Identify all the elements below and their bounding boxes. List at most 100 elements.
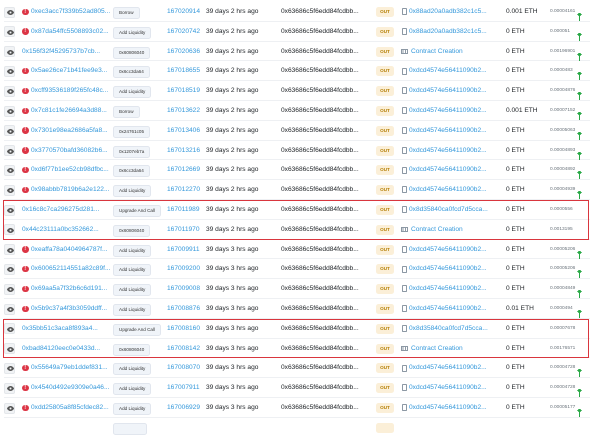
tx-hash-link[interactable]: 0xcff93536189f265fc48c... [31, 87, 109, 95]
view-details-button[interactable] [4, 145, 15, 157]
from-address[interactable]: 0x63686c5f6edd84fcdbb... [281, 126, 359, 134]
to-address-link[interactable]: 0xdcd4574e56411090b2... [409, 67, 487, 75]
from-address[interactable]: 0x63686c5f6edd84fcdbb... [281, 364, 359, 372]
tx-hash-link[interactable]: 0x98abbb7819b6a2e122... [31, 186, 110, 194]
from-address[interactable]: 0x63686c5f6edd84fcdbb... [281, 166, 359, 174]
tx-hash-link[interactable]: 0x7c81c1fe26694a3d88... [31, 107, 107, 114]
to-address-link[interactable]: 0x8d35840ca0fcd7d5cca... [409, 206, 488, 213]
to-address-link[interactable]: 0xdcd4574e56411090b2... [409, 404, 487, 411]
tx-hash-link[interactable]: 0x35bb51c3aca8f893a4... [22, 324, 98, 332]
view-details-button[interactable] [4, 244, 15, 256]
to-contract-creation-link[interactable]: Contract Creation [411, 47, 463, 55]
to-address-link[interactable]: 0x88ad20a0adb382c1c5... [409, 8, 487, 15]
from-address[interactable]: 0x63686c5f6edd84fcdbb... [281, 225, 359, 233]
block-link[interactable]: 167006929 [167, 404, 201, 411]
view-details-button[interactable] [4, 65, 15, 77]
view-details-button[interactable] [4, 184, 15, 196]
to-address-link[interactable]: 0xdcd4574e56411090b2... [409, 384, 487, 392]
block-link[interactable]: 167011970 [167, 225, 200, 233]
to-address-link[interactable]: 0x88ad20a0adb382c1c5... [409, 27, 487, 35]
tx-hash-link[interactable]: 0x600652114551a82c89f... [31, 265, 111, 273]
block-link[interactable]: 167008876 [167, 305, 201, 312]
block-link[interactable]: 167018519 [167, 87, 201, 95]
block-link[interactable]: 167008070 [167, 364, 201, 372]
from-address[interactable]: 0x63686c5f6edd84fcdbb... [281, 186, 359, 194]
view-details-button[interactable] [4, 323, 15, 335]
from-address[interactable]: 0x63686c5f6edd84fcdbb... [281, 265, 359, 273]
to-address-link[interactable]: 0xdcd4574e56411090b2... [409, 364, 487, 372]
view-details-button[interactable] [4, 303, 15, 315]
tx-hash-link[interactable]: 0x16c8c7ca296275d281... [22, 206, 100, 213]
tx-hash-link[interactable]: 0x3770570bafd36082b6... [31, 146, 108, 154]
view-details-button[interactable] [4, 362, 15, 374]
tx-hash-link[interactable]: 0xdd25805a8f85cfdec82... [31, 404, 109, 411]
block-link[interactable]: 167009911 [167, 245, 200, 253]
tx-hash-link[interactable]: 0x69aa5a7f32b6c6d191... [31, 285, 108, 293]
to-address-link[interactable]: 0xdcd4574e56411090b2... [409, 146, 487, 154]
tx-hash-link[interactable]: 0x87da54ffc5508893c02... [31, 27, 109, 35]
view-details-button[interactable] [4, 26, 15, 38]
from-address[interactable]: 0x63686c5f6edd84fcdbb... [281, 47, 359, 55]
from-address[interactable]: 0x63686c5f6edd84fcdbb... [281, 107, 359, 114]
block-link[interactable]: 167011989 [167, 206, 200, 213]
tx-hash-link[interactable]: 0xec3acc7f339b52ad805... [31, 8, 111, 15]
from-address[interactable]: 0x63686c5f6edd84fcdbb... [281, 27, 359, 35]
block-link[interactable]: 167007911 [167, 384, 200, 392]
tx-hash-link[interactable]: 0x156f32f45295737b7cb... [22, 47, 101, 55]
tx-hash-link[interactable]: 0xd6f77b1ee52cb98dfbc... [31, 166, 109, 174]
block-link[interactable]: 167012270 [167, 186, 201, 194]
from-address[interactable]: 0x63686c5f6edd84fcdbb... [281, 384, 359, 392]
from-address[interactable]: 0x63686c5f6edd84fcdbb... [281, 146, 359, 154]
tx-hash-link[interactable]: 0x7301e98ea2686a5fa8... [31, 126, 108, 134]
from-address[interactable]: 0x63686c5f6edd84fcdbb... [281, 404, 359, 411]
to-address-link[interactable]: 0xdcd4574e56411090b2... [409, 186, 487, 194]
view-details-button[interactable] [4, 46, 15, 58]
from-address[interactable]: 0x63686c5f6edd84fcdbb... [281, 245, 359, 253]
tx-hash-link[interactable]: 0x5ae26ce71b41fee9e3... [31, 67, 108, 75]
to-address-link[interactable]: 0xdcd4574e56411090b2... [409, 305, 487, 312]
tx-hash-link[interactable]: 0xbad84120eec0e0433d... [22, 344, 101, 352]
from-address[interactable]: 0x63686c5f6edd84fcdbb... [281, 87, 359, 95]
to-address-link[interactable]: 0xdcd4574e56411090b2... [409, 107, 487, 114]
view-details-button[interactable] [4, 343, 15, 355]
from-address[interactable]: 0x63686c5f6edd84fcdbb... [281, 305, 359, 312]
to-address-link[interactable]: 0xdcd4574e56411090b2... [409, 285, 487, 293]
tx-hash-link[interactable]: 0x44c23111a0bc352662... [22, 225, 99, 233]
tx-hash-link[interactable]: 0x4540d492e9309e0a46... [31, 384, 110, 392]
to-contract-creation-link[interactable]: Contract Creation [411, 344, 463, 352]
block-link[interactable]: 167013406 [167, 126, 201, 134]
block-link[interactable]: 167009200 [167, 265, 201, 273]
view-details-button[interactable] [4, 224, 15, 236]
to-address-link[interactable]: 0x8d35840ca0fcd7d5cca... [409, 324, 488, 332]
block-link[interactable]: 167013622 [167, 107, 201, 114]
block-link[interactable]: 167020742 [167, 27, 201, 35]
view-details-button[interactable] [4, 263, 15, 275]
view-details-button[interactable] [4, 164, 15, 176]
block-link[interactable]: 167020636 [167, 47, 201, 55]
to-address-link[interactable]: 0xdcd4574e56411090b2... [409, 126, 487, 134]
view-details-button[interactable] [4, 283, 15, 295]
view-details-button[interactable] [4, 105, 15, 117]
block-link[interactable]: 167008142 [167, 344, 201, 352]
block-link[interactable]: 167009008 [167, 285, 201, 293]
from-address[interactable]: 0x63686c5f6edd84fcdbb... [281, 206, 359, 213]
view-details-button[interactable] [4, 402, 15, 414]
block-link[interactable]: 167018655 [167, 67, 201, 75]
view-details-button[interactable] [4, 6, 15, 18]
to-address-link[interactable]: 0xdcd4574e56411090b2... [409, 87, 487, 95]
from-address[interactable]: 0x63686c5f6edd84fcdbb... [281, 344, 359, 352]
to-address-link[interactable]: 0xdcd4574e56411090b2... [409, 166, 487, 174]
block-link[interactable]: 167013216 [167, 146, 201, 154]
from-address[interactable]: 0x63686c5f6edd84fcdbb... [281, 8, 359, 15]
view-details-button[interactable] [4, 382, 15, 394]
from-address[interactable]: 0x63686c5f6edd84fcdbb... [281, 67, 359, 75]
block-link[interactable]: 167020914 [167, 8, 201, 15]
block-link[interactable]: 167008160 [167, 324, 201, 332]
view-details-button[interactable] [4, 125, 15, 137]
tx-hash-link[interactable]: 0x55649a79eb1ddef831... [31, 364, 108, 372]
view-details-button[interactable] [4, 204, 15, 216]
tx-hash-link[interactable]: 0xeaffa78a0404964787f... [31, 245, 108, 253]
tx-hash-link[interactable]: 0x5b9c37a4f3b3059ddff... [31, 305, 108, 312]
to-address-link[interactable]: 0xdcd4574e56411090b2... [409, 245, 487, 253]
view-details-button[interactable] [4, 85, 15, 97]
